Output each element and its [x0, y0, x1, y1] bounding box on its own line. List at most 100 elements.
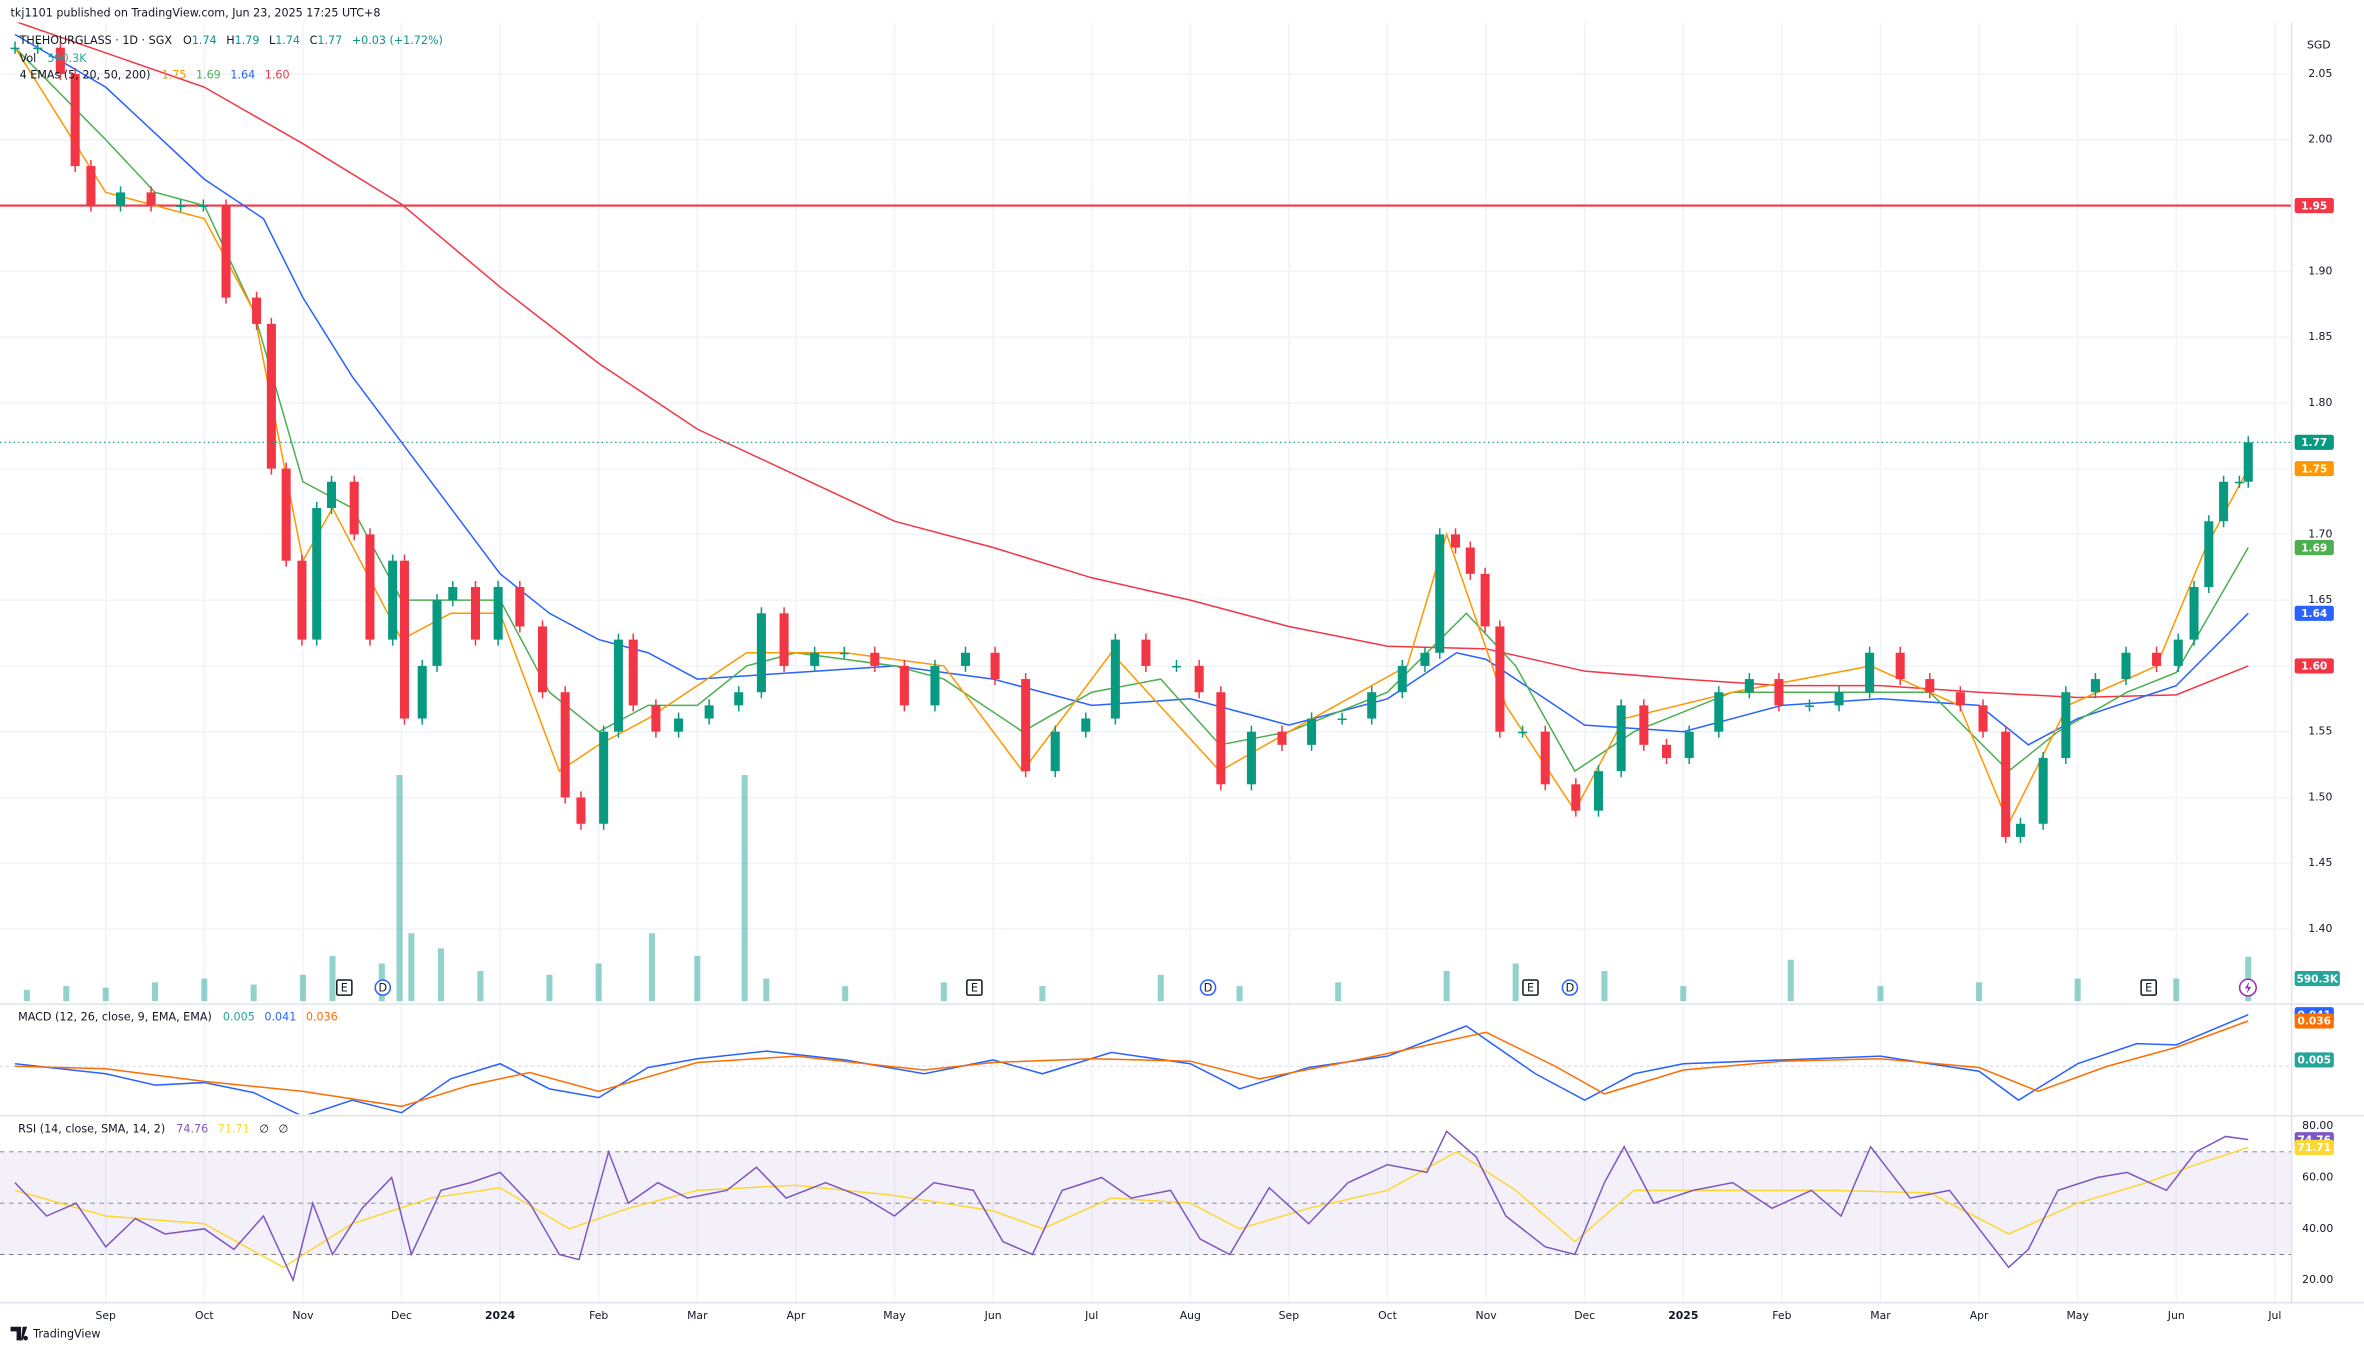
event-label: E [2145, 981, 2152, 994]
volume-bar [741, 775, 748, 1002]
x-tick-label: May [2066, 1309, 2089, 1322]
axis-tag-label: 0.036 [2298, 1016, 2331, 1028]
volume-bar [63, 986, 70, 1002]
axis-tag [2294, 1013, 2334, 1029]
x-tick-label: 2024 [485, 1309, 516, 1322]
candle-body [1141, 639, 1151, 666]
candle-body [651, 705, 661, 732]
axis-tag [2294, 197, 2334, 214]
y-tick-label: 1.40 [2308, 922, 2332, 935]
event-label: D [1566, 981, 1575, 994]
ohlc-value: 1.79 [235, 34, 260, 47]
candle-body [1194, 665, 1204, 693]
volume-bar [1601, 971, 1608, 1002]
rsi-value: 74.76 [176, 1122, 208, 1135]
axis-tag [2294, 658, 2334, 674]
y-tick-label: 1.70 [2308, 527, 2332, 540]
ema-value: 1.64 [230, 68, 255, 81]
candle-body [399, 560, 410, 719]
y-tick-label: 2.05 [2308, 67, 2332, 80]
rsi-tick-label: 20.00 [2302, 1273, 2333, 1286]
rsi-value: ∅ [259, 1122, 269, 1135]
axis-tag-label: 0.005 [2298, 1055, 2331, 1067]
macd-line [14, 1020, 2249, 1108]
currency: SGD [2307, 38, 2331, 51]
candle-body [470, 586, 480, 640]
event-marker [966, 979, 983, 996]
candle-body [1277, 731, 1287, 745]
y-tick-label: 1.65 [2308, 593, 2332, 606]
volume-bar [2173, 978, 2180, 1002]
candle-body [198, 205, 208, 208]
ema-line [14, 47, 2249, 826]
ohlc-value: 1.77 [317, 34, 342, 47]
volume-bar [1443, 971, 1450, 1002]
macd-value: 0.005 [223, 1011, 255, 1024]
volume-bar [694, 955, 701, 1002]
x-tick-label: Sep [1279, 1309, 1300, 1322]
volume-bar [842, 986, 849, 1002]
candle-body [756, 613, 766, 693]
ohlc-key: H [226, 34, 234, 47]
candle-body [1397, 665, 1407, 693]
candle-body [55, 47, 65, 74]
candle-body [1216, 692, 1226, 785]
candle-body [266, 323, 276, 469]
alert-icon [2238, 978, 2257, 997]
ohlc-key: O [183, 34, 192, 47]
x-tick-label: 2025 [1668, 1309, 1698, 1322]
candle-body [674, 718, 684, 732]
volume-bar [329, 955, 336, 1002]
candle-body [1337, 718, 1347, 721]
candle-body [1435, 534, 1445, 653]
candle-body [1495, 626, 1505, 732]
macd-pane [0, 1014, 2292, 1115]
candle-body [1367, 692, 1377, 719]
event-label: D [1204, 981, 1213, 994]
candle-body [1110, 639, 1120, 719]
candle-body [1978, 705, 1988, 732]
volume-bar [763, 978, 770, 1002]
candle-body [2219, 481, 2229, 522]
candle-body [312, 508, 322, 640]
event-label: E [971, 981, 978, 994]
candle-body [1714, 692, 1724, 732]
tradingview-logo: TradingView [10, 1326, 100, 1341]
volume-bar [152, 982, 159, 1002]
x-tick-label: Feb [1772, 1309, 1791, 1322]
candle-body [1744, 679, 1754, 693]
event-marker [1522, 979, 1539, 996]
candle-body [1021, 679, 1031, 772]
ema-value: 1.69 [196, 68, 221, 81]
candle-body [281, 468, 291, 561]
published-line: tkj1101 published on TradingView.com, Ju… [11, 7, 381, 20]
axes: Sep Oct Nov Dec 2024 Feb Mar Apr May Jun Jul Aug Sep… [96, 67, 2340, 1322]
candle-body [1465, 547, 1475, 574]
volume-bar [1157, 974, 1164, 1002]
event-label: D [378, 981, 387, 994]
candle-body [1307, 718, 1317, 745]
ohlc-value: 1.74 [192, 34, 217, 47]
candle-body [704, 705, 714, 719]
volume-bar [299, 974, 306, 1002]
candle-body [1420, 652, 1430, 666]
candle-body [176, 205, 186, 208]
candle-body [1616, 705, 1626, 772]
candle-body [515, 586, 525, 627]
candle-body [899, 665, 909, 706]
candle-body [493, 586, 503, 640]
y-tick-label: 1.80 [2308, 396, 2332, 409]
candle-body [779, 613, 789, 666]
x-tick-label: Oct [195, 1309, 214, 1322]
event-marker [1199, 979, 1217, 996]
x-tick-label: Apr [787, 1309, 806, 1322]
candle-body [1895, 652, 1905, 680]
axis-tag-label: 1.60 [2301, 661, 2327, 673]
candle-body [2001, 731, 2011, 837]
ema-line [14, 33, 2249, 746]
volume-bar [1236, 986, 1243, 1002]
candle-body [576, 797, 586, 824]
candle-body [2189, 586, 2199, 640]
